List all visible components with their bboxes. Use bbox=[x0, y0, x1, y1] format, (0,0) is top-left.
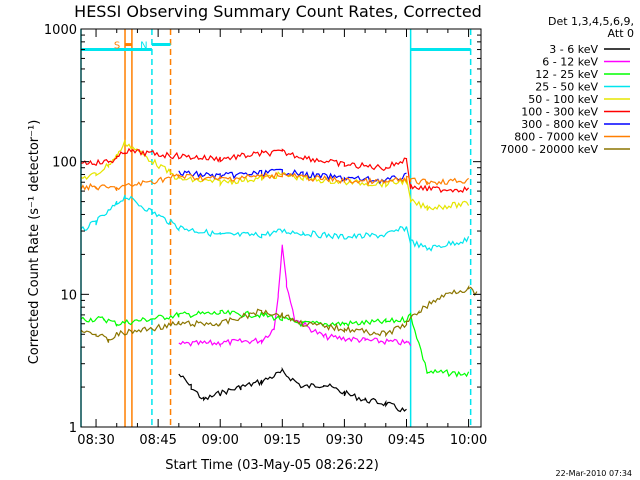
x-axis-label: Start Time (03-May-05 08:26:22) bbox=[165, 458, 379, 473]
x-tick-label: 09:15 bbox=[264, 433, 301, 448]
series-line bbox=[80, 147, 470, 194]
legend-label: 300 - 800 keV bbox=[521, 118, 598, 131]
series-line bbox=[80, 194, 470, 252]
legend-header-line: Att 0 bbox=[608, 27, 634, 40]
legend-header-line: Det 1,3,4,5,6,9, bbox=[548, 15, 634, 28]
y-tick-label: 10 bbox=[60, 288, 77, 303]
x-tick-label: 08:45 bbox=[139, 433, 176, 448]
y-tick-label: 100 bbox=[52, 156, 77, 171]
series-line bbox=[80, 309, 470, 378]
flag-label: S bbox=[114, 41, 120, 52]
y-axis-label: Corrected Count Rate (s⁻¹ detector⁻¹) bbox=[27, 120, 42, 365]
x-tick-label: 09:45 bbox=[388, 433, 425, 448]
flag-label: N bbox=[140, 41, 147, 52]
plot-frame bbox=[80, 28, 482, 428]
footer-date: 22-Mar-2010 07:34 bbox=[556, 469, 633, 478]
x-tick-label: 09:00 bbox=[201, 433, 238, 448]
legend-label: 6 - 12 keV bbox=[542, 56, 598, 69]
legend-label: 3 - 6 keV bbox=[549, 43, 598, 56]
legend-label: 12 - 25 keV bbox=[535, 68, 598, 81]
axes: 1 10 100 1000 08:30 08:45 09:00 09:15 09:30 09:45… bbox=[44, 23, 487, 448]
series-line bbox=[80, 171, 470, 191]
legend-label: 7000 - 20000 keV bbox=[500, 143, 598, 156]
series-line bbox=[178, 244, 412, 348]
y-tick-label: 1000 bbox=[44, 23, 77, 38]
legend-label: 25 - 50 keV bbox=[535, 81, 598, 94]
chart-title: HESSI Observing Summary Count Rates, Cor… bbox=[74, 2, 482, 21]
series-lines bbox=[80, 139, 478, 413]
x-tick-label: 10:00 bbox=[450, 433, 487, 448]
legend-label: 100 - 300 keV bbox=[521, 106, 598, 119]
legend-label: 800 - 7000 keV bbox=[514, 131, 598, 144]
x-tick-label: 08:30 bbox=[77, 433, 114, 448]
series-line bbox=[80, 284, 478, 343]
series-line bbox=[178, 366, 407, 413]
y-tick-label: 1 bbox=[69, 421, 77, 436]
x-tick-label: 09:30 bbox=[326, 433, 363, 448]
series-line bbox=[178, 168, 407, 185]
legend-label: 50 - 100 keV bbox=[528, 93, 598, 106]
